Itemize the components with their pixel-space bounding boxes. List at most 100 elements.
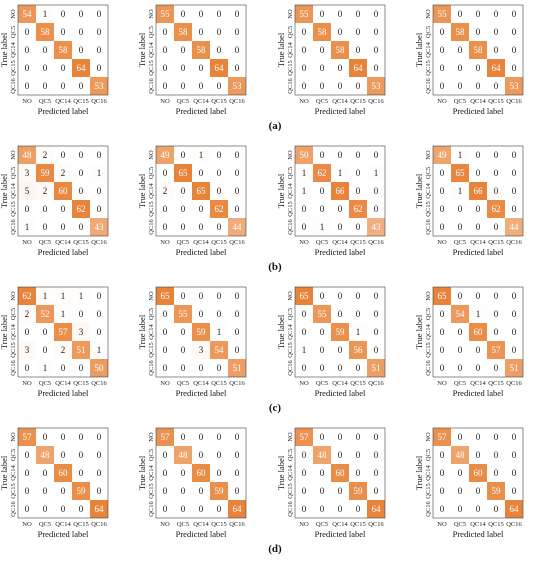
cell-value: 3 (199, 345, 204, 355)
matrix-cell (349, 464, 367, 482)
matrix-cell (367, 218, 385, 236)
x-tick-label: QC14 (55, 98, 71, 105)
y-tick-label: QC16 (425, 500, 432, 516)
cell-value: 0 (374, 450, 379, 460)
cell-value: 0 (25, 450, 30, 460)
cell-value: 0 (374, 186, 379, 196)
matrix-cell (295, 77, 313, 95)
x-tick-label: QC14 (470, 521, 486, 528)
cell-value: 0 (181, 81, 186, 91)
matrix-cell (295, 305, 313, 323)
cell-value: 0 (356, 468, 361, 478)
matrix-cell (72, 23, 90, 41)
y-tick-label: QC16 (10, 359, 17, 375)
matrix-cell (331, 341, 349, 359)
matrix-cell (228, 146, 246, 164)
matrix-cell (349, 323, 367, 341)
matrix-cell (210, 323, 228, 341)
cell-value: 0 (440, 222, 445, 232)
cell-value: 0 (440, 27, 445, 37)
matrix-cell (433, 500, 451, 518)
y-tick-label: QC14 (148, 41, 155, 57)
cell-value: 0 (181, 63, 186, 73)
cell-value: 0 (338, 486, 343, 496)
cell-value: 65 (197, 186, 207, 196)
matrix-cell (487, 428, 505, 446)
matrix-cell (90, 464, 108, 482)
matrix-cell (90, 59, 108, 77)
cell-value: 59 (41, 168, 51, 178)
cell-value: 0 (338, 363, 343, 373)
cell-value: 0 (163, 63, 168, 73)
y-tick-label: NO (148, 432, 155, 442)
cell-value: 0 (217, 81, 222, 91)
matrix-cell (349, 200, 367, 218)
cell-value: 0 (25, 27, 30, 37)
cell-value: 0 (217, 150, 222, 160)
x-tick-label: QC15 (488, 239, 504, 246)
cell-value: 0 (458, 9, 463, 19)
matrix-cell (36, 23, 54, 41)
matrix-cell (487, 200, 505, 218)
cell-value: 0 (494, 327, 499, 337)
matrix-cell (331, 446, 349, 464)
matrix-cell (331, 482, 349, 500)
cell-value: 0 (476, 9, 481, 19)
cell-value: 0 (512, 450, 517, 460)
y-tick-label: QC14 (287, 464, 294, 480)
matrix-cell (295, 500, 313, 518)
matrix-cell (228, 77, 246, 95)
cell-value: 0 (199, 63, 204, 73)
y-axis-title: True label (0, 314, 9, 349)
matrix-frame (155, 4, 247, 96)
cell-value: 0 (494, 291, 499, 301)
cell-value: 0 (302, 63, 307, 73)
y-tick-label: QC14 (148, 182, 155, 198)
row-label: (c) (269, 402, 282, 414)
x-tick-label: QC16 (506, 98, 522, 105)
y-tick-label: QC14 (10, 41, 17, 57)
cell-value: 62 (318, 168, 327, 178)
cell-value: 0 (440, 345, 445, 355)
cell-value: 0 (458, 486, 463, 496)
matrix-cell (228, 446, 246, 464)
y-axis-title: True label (276, 173, 286, 208)
matrix-cell (210, 428, 228, 446)
matrix-cell (72, 305, 90, 323)
cell-value: 0 (338, 309, 343, 319)
cell-value: 0 (476, 363, 481, 373)
matrix-frame (17, 286, 109, 378)
matrix-cell (451, 164, 469, 182)
y-tick-label: QC5 (425, 449, 432, 461)
matrix-cell (349, 341, 367, 359)
matrix-cell (210, 59, 228, 77)
matrix-cell (72, 446, 90, 464)
matrix-cell (487, 41, 505, 59)
matrix-cell (469, 341, 487, 359)
x-tick-label: QC5 (39, 380, 51, 387)
x-tick-label: QC14 (193, 98, 209, 105)
matrix-cell (90, 500, 108, 518)
cell-value: 0 (356, 450, 361, 460)
matrix-cell (90, 341, 108, 359)
matrix-cell (505, 305, 523, 323)
cell-value: 58 (318, 27, 328, 37)
matrix-cell (349, 23, 367, 41)
matrix-cell (90, 41, 108, 59)
y-tick-label: QC5 (10, 308, 17, 320)
cell-value: 62 (215, 204, 224, 214)
matrix-cell (487, 341, 505, 359)
cell-value: 0 (320, 45, 325, 55)
matrix-frame (155, 286, 247, 378)
matrix-cell (487, 182, 505, 200)
matrix-cell (295, 341, 313, 359)
y-axis-title: True label (137, 314, 147, 349)
matrix-cell (469, 305, 487, 323)
cell-value: 0 (217, 186, 222, 196)
matrix-cell (36, 446, 54, 464)
cell-value: 0 (163, 45, 168, 55)
cell-value: 0 (320, 504, 325, 514)
